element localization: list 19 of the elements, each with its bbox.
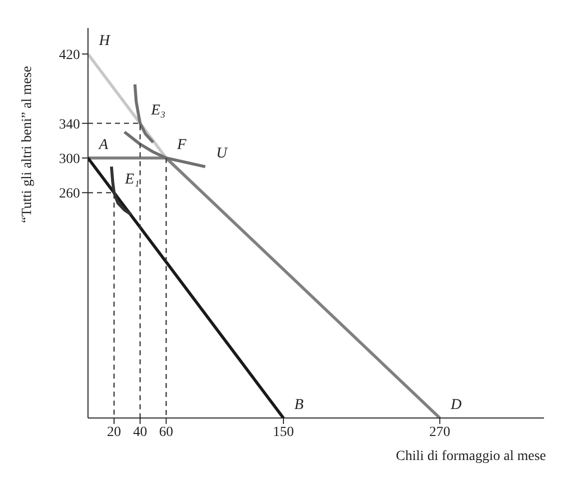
- y-tick-label: 340: [59, 117, 80, 132]
- y-tick-label: 300: [59, 152, 80, 167]
- annotation: A: [98, 137, 109, 153]
- x-tick-label: 40: [133, 424, 148, 440]
- y-tick-label: 420: [59, 48, 80, 63]
- annotation: F: [176, 137, 188, 153]
- y-axis-title: “Tutti gli altri beni” al mese: [20, 66, 35, 223]
- annotation: D: [450, 397, 462, 413]
- annotation: H: [98, 33, 111, 49]
- annotation: B: [294, 397, 304, 413]
- x-tick-label: 150: [272, 424, 294, 440]
- x-tick-label: 20: [107, 424, 122, 440]
- y-tick-label: 260: [59, 186, 80, 202]
- annotation: E₃: [150, 102, 166, 118]
- x-tick-label: 270: [429, 424, 450, 440]
- x-axis-title: Chili di formaggio al mese: [396, 449, 546, 464]
- annotation: U: [216, 146, 228, 162]
- x-tick-label: 60: [159, 424, 174, 440]
- annotation: E₁: [124, 172, 140, 188]
